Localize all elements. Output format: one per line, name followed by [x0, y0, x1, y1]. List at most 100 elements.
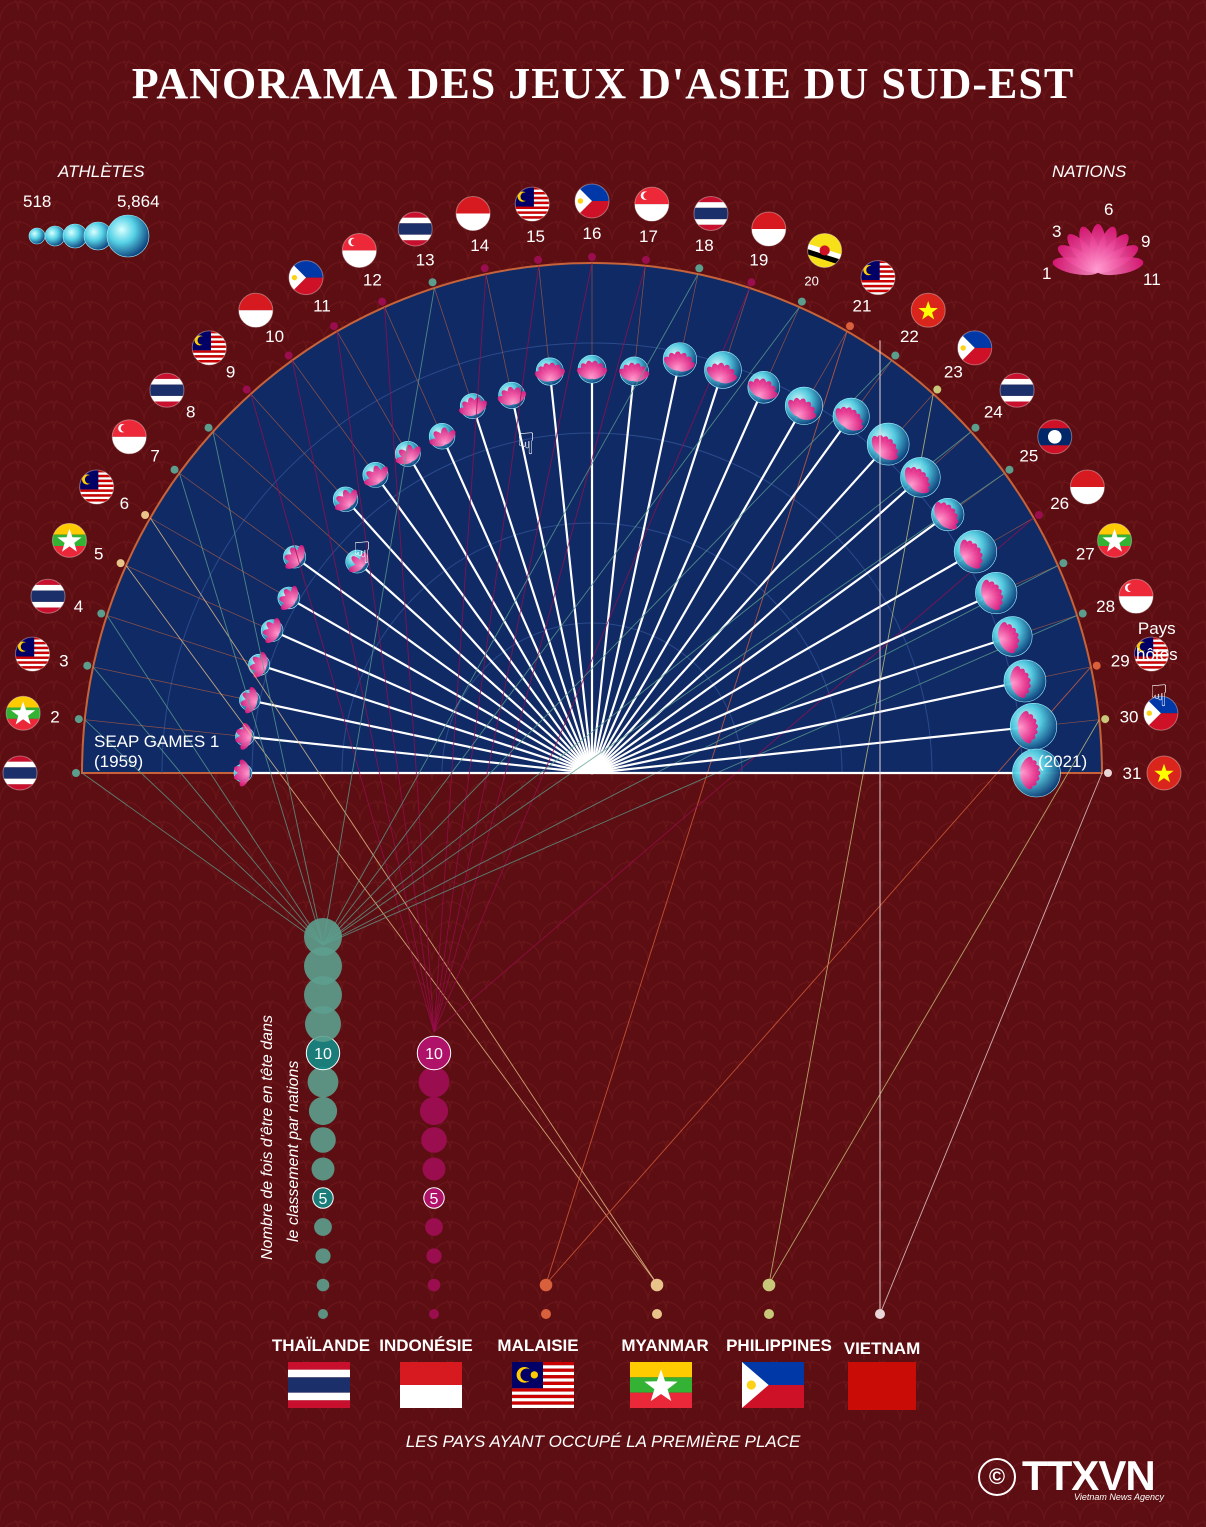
winner-thread-game-11	[336, 331, 435, 1033]
lotus-game-31	[1020, 756, 1041, 790]
host-flag-game-25	[1037, 419, 1073, 455]
spoke-game-21	[590, 414, 800, 775]
game-number-3: 3	[59, 652, 68, 671]
country-name-malaysia: MALAISIE	[497, 1336, 579, 1355]
winner-thread-game-17	[433, 265, 646, 1033]
game-number-2: 2	[50, 708, 59, 727]
lotus-game-20	[748, 378, 778, 400]
game-number-18: 18	[695, 236, 714, 255]
lotus-game-27	[981, 579, 1004, 610]
spoke-game-2	[249, 735, 594, 775]
country-name-vietnam: VIETNAM	[843, 1339, 921, 1358]
hosts-label-line1: Pays	[1137, 619, 1176, 638]
lotus-game-5	[262, 618, 282, 644]
flag-mas	[512, 1362, 574, 1408]
winner-thread-game-13	[322, 287, 435, 946]
host-dot-game-10	[284, 351, 293, 360]
game-number-4: 4	[74, 597, 83, 616]
ray-game-5	[125, 565, 279, 634]
game-number-20: 20	[804, 274, 818, 289]
first-games-label: SEAP GAMES 1	[94, 732, 220, 751]
winner-thread-game-20	[322, 306, 800, 946]
spoke-game-26	[590, 556, 966, 775]
first-games-year: (1959)	[94, 752, 144, 771]
lotus-game-21	[788, 397, 817, 420]
ray-game-8	[212, 431, 363, 567]
game-number-13: 13	[416, 250, 435, 269]
nations-tick-9: 9	[1141, 232, 1151, 251]
game-number-30: 30	[1120, 708, 1139, 727]
ttxvn-logo-subtitle: Vietnam News Agency	[1074, 1492, 1165, 1502]
country-name-thailand: THAÏLANDE	[271, 1336, 371, 1355]
winner-thread-game-14	[433, 274, 487, 1033]
wins-axis-label: Nombre de fois d'être en tête dans le cl…	[255, 1015, 307, 1260]
winner-thread-game-19	[433, 287, 751, 1033]
host-dot-game-24	[971, 423, 980, 432]
spoke-game-15	[549, 378, 594, 775]
spoke-game-10	[378, 479, 594, 775]
hosts-label-line2: hôtes	[1136, 645, 1178, 664]
winner-thread-game-29	[545, 666, 1092, 1285]
game-number-19: 19	[749, 250, 768, 269]
host-flag-game-16	[574, 183, 610, 219]
wins-dot-tha-8	[308, 1096, 338, 1126]
host-flag-game-30	[1143, 695, 1179, 731]
spoke-game-14	[512, 401, 594, 775]
athletes-legend-label: ATHLÈTES	[58, 162, 145, 181]
spoke-game-29	[590, 682, 1014, 775]
wins-dot-ina-7	[421, 1127, 447, 1153]
host-dot-game-3	[83, 661, 92, 670]
host-dot-game-9	[242, 385, 251, 394]
lotus-game-30	[1017, 711, 1038, 744]
host-dot-game-1	[72, 769, 80, 777]
winner-thread-game-18	[322, 273, 699, 946]
wins-dot-ina-3	[426, 1248, 442, 1264]
game-number-15: 15	[526, 227, 545, 246]
lotus-game-16	[576, 360, 608, 380]
winner-thread-game-31	[879, 772, 1103, 1315]
game-number-28: 28	[1096, 597, 1115, 616]
game-number-24: 24	[984, 403, 1003, 422]
host-flag-game-12	[341, 232, 377, 268]
host-dot-game-7	[170, 465, 179, 474]
winner-thread-game-26	[433, 517, 1034, 1033]
spoke-game-17	[590, 378, 635, 775]
host-dot-game-30	[1101, 715, 1110, 724]
flag-ina	[400, 1362, 462, 1408]
host-dot-game-25	[1005, 465, 1014, 474]
host-dot-game-13	[428, 278, 437, 287]
host-flag-game-9	[191, 330, 227, 366]
flag-vie	[848, 1362, 916, 1410]
winner-thread-game-7	[178, 473, 324, 946]
wins-dot-ina-1	[429, 1309, 439, 1319]
host-dot-game-17	[641, 255, 650, 264]
lotus-game-6	[279, 585, 299, 610]
lotus-game-28	[997, 622, 1020, 654]
winner-thread-game-10	[291, 360, 435, 1033]
host-flag-game-2	[5, 695, 41, 731]
athletes-legend-bubble-1	[28, 227, 46, 245]
host-flag-game-13	[397, 211, 433, 247]
game-number-25: 25	[1019, 447, 1038, 466]
wins-dot-mya-2	[650, 1278, 664, 1292]
game-number-27: 27	[1076, 544, 1095, 563]
game-number-6: 6	[120, 494, 129, 513]
wins-dot-ina-8	[419, 1096, 449, 1126]
game-number-26: 26	[1050, 494, 1069, 513]
lotus-game-12	[429, 427, 456, 447]
host-dot-game-5	[116, 559, 125, 568]
pointer-hand-icon: ☟	[517, 428, 535, 461]
game-number-21: 21	[853, 296, 872, 315]
host-dot-game-21	[846, 322, 854, 331]
host-flag-game-3	[14, 636, 50, 672]
spoke-game-6	[293, 600, 594, 775]
nations-tick-3: 3	[1052, 222, 1062, 241]
ray-game-13	[434, 287, 476, 414]
athletes-legend-bubble-5	[106, 214, 150, 258]
nations-tick-1: 1	[1042, 264, 1052, 283]
host-dot-game-26	[1034, 511, 1043, 519]
wins-dot-tha-12	[304, 976, 342, 1014]
spoke-game-27	[590, 597, 986, 775]
ray-game-2	[84, 719, 251, 738]
host-flag-game-28	[1118, 578, 1154, 614]
